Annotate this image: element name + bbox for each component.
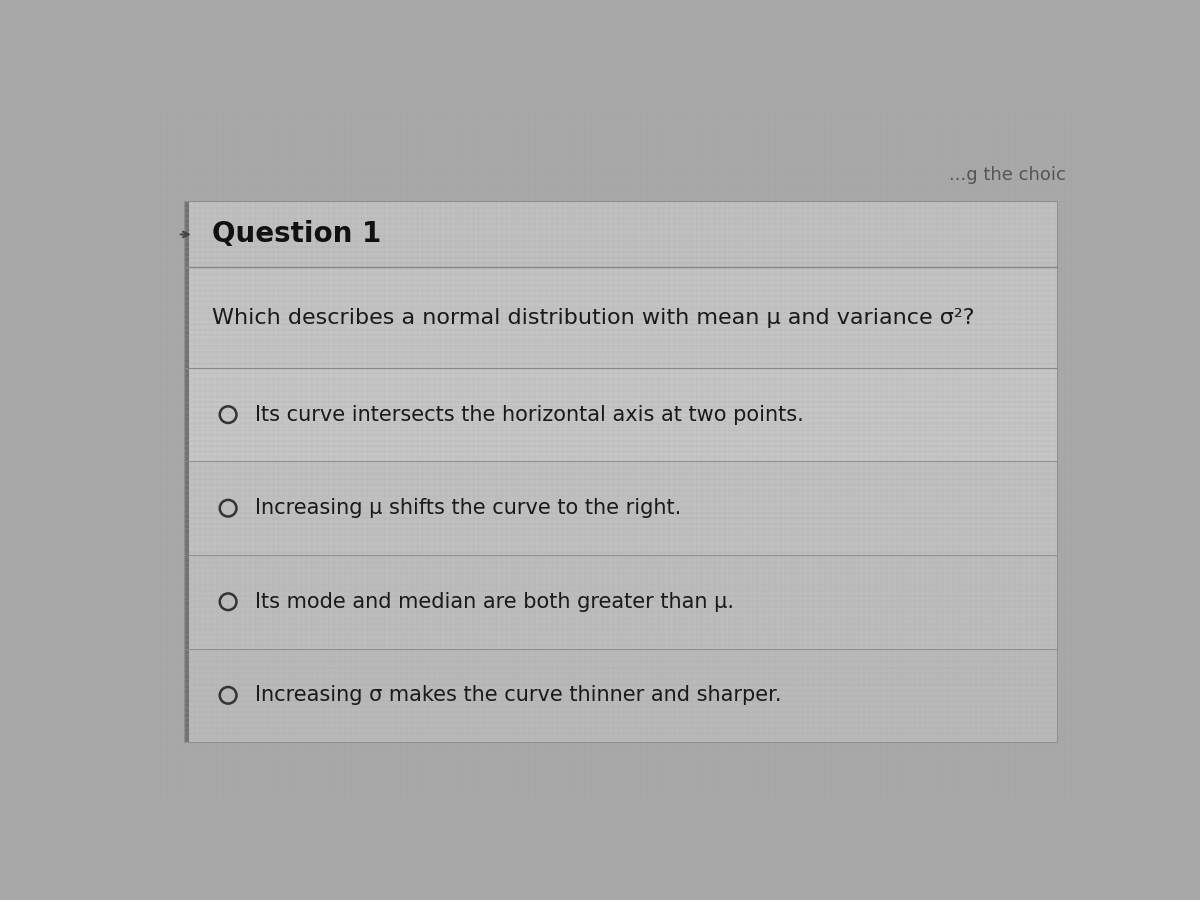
Bar — [185, 202, 1057, 742]
Bar — [190, 555, 1057, 649]
Text: Which describes a normal distribution with mean μ and variance σ²?: Which describes a normal distribution wi… — [212, 308, 974, 328]
Text: Increasing μ shifts the curve to the right.: Increasing μ shifts the curve to the rig… — [256, 499, 682, 518]
Bar — [190, 267, 1057, 368]
Text: ...g the choic: ...g the choic — [949, 166, 1066, 184]
Text: Question 1: Question 1 — [212, 220, 382, 248]
Text: Its curve intersects the horizontal axis at two points.: Its curve intersects the horizontal axis… — [256, 405, 804, 425]
Bar — [190, 368, 1057, 462]
Bar — [190, 462, 1057, 555]
Bar — [190, 202, 1057, 267]
Text: Its mode and median are both greater than μ.: Its mode and median are both greater tha… — [256, 592, 734, 612]
Bar — [190, 649, 1057, 742]
Text: Increasing σ makes the curve thinner and sharper.: Increasing σ makes the curve thinner and… — [256, 685, 781, 706]
Bar — [185, 202, 190, 742]
